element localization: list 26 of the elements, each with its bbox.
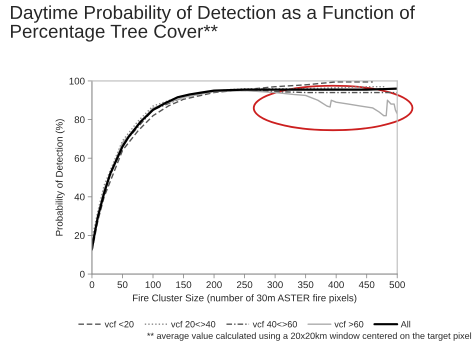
y-tick-label: 40	[74, 194, 85, 200]
chart-title: Daytime Probability of Detection as a Function of Percentage Tree Cover**	[11, 5, 415, 42]
x-tick-label: 350	[298, 281, 314, 288]
y-tick-label: 0	[80, 270, 85, 278]
x-tick-label: 150	[176, 281, 192, 288]
legend-label: vcf 40<>60	[252, 320, 297, 328]
y-tick-label: 80	[74, 116, 85, 124]
y-tick-label: 20	[74, 232, 85, 240]
x-tick-label: 50	[117, 281, 128, 288]
x-tick-label: 500	[389, 281, 405, 288]
legend-label: vcf >60	[334, 320, 364, 328]
x-tick-label: 250	[236, 281, 252, 288]
legend-label: All	[400, 320, 410, 328]
y-tick-label: 60	[74, 154, 85, 162]
text: ** average value calculated using a 20x20km window centered on the target pixel	[147, 332, 472, 341]
legend-label: vcf <20	[104, 320, 134, 328]
x-tick-label: 0	[90, 281, 94, 288]
x-tick-label: 200	[206, 281, 222, 288]
legend-label: vcf 20<>40	[171, 320, 216, 328]
x-tick-label: 300	[267, 281, 283, 288]
x-tick-label: 400	[328, 281, 344, 288]
x-tick-label: 450	[358, 281, 374, 288]
y-axis-title: Probability of Detection (%)	[56, 119, 65, 236]
x-tick-label: 100	[146, 281, 161, 288]
x-axis-title: Fire Cluster Size (number of 30m ASTER fire pixels)	[133, 294, 356, 304]
y-tick-label: 100	[70, 78, 85, 85]
